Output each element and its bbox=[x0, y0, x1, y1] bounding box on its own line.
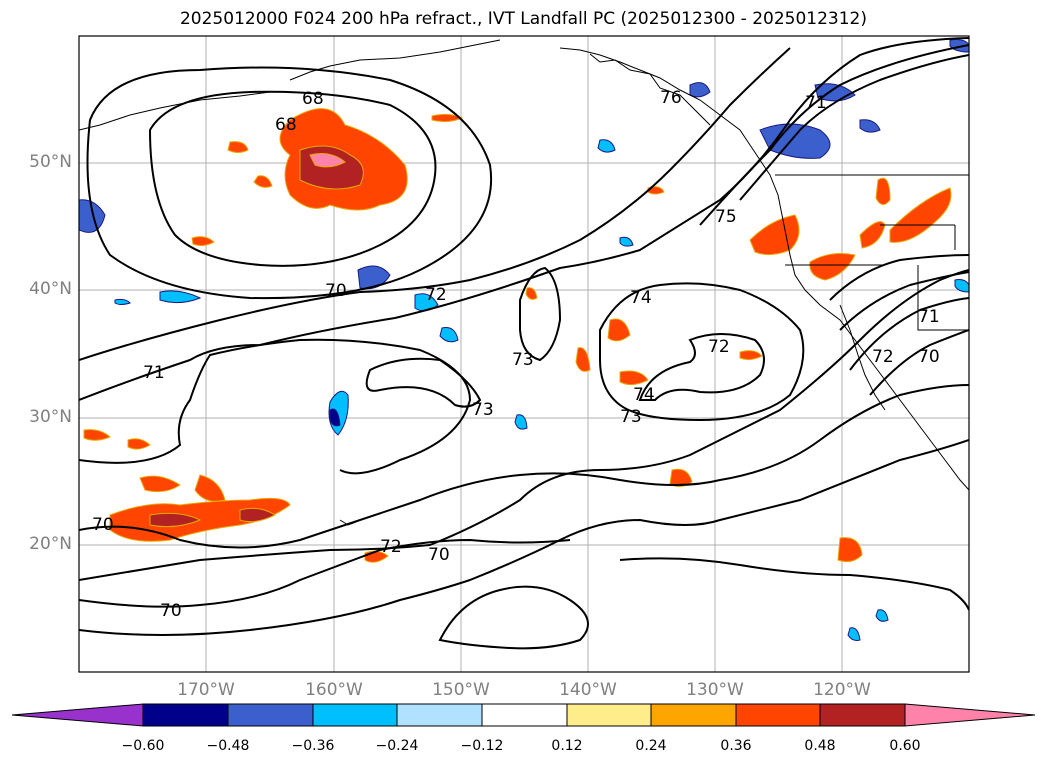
colorbar-swatch bbox=[227, 703, 314, 727]
contour-label: 70 bbox=[428, 545, 450, 565]
lon-label-160w: 160°W bbox=[305, 680, 363, 700]
colorbar-swatch bbox=[650, 703, 737, 727]
contour-label: 72 bbox=[425, 285, 447, 305]
contour-label: 72 bbox=[872, 347, 894, 367]
map-frame bbox=[78, 35, 970, 673]
lon-label-140w: 140°W bbox=[559, 680, 617, 700]
lat-label-40n: 40°N bbox=[29, 279, 72, 299]
contour-label: 73 bbox=[472, 400, 494, 420]
colorbar-tick: 0.12 bbox=[551, 738, 583, 754]
refractivity-contours bbox=[79, 37, 969, 650]
colorbar bbox=[11, 703, 1036, 727]
coastlines bbox=[79, 39, 969, 526]
colorbar-swatch bbox=[481, 703, 568, 727]
contour-label: 70 bbox=[325, 281, 347, 301]
contour-label: 74 bbox=[633, 385, 655, 405]
contour-label-group: 68 68 70 71 72 73 73 74 74 73 72 75 76 7… bbox=[92, 88, 940, 621]
lat-label-20n: 20°N bbox=[29, 534, 72, 554]
contour-label: 73 bbox=[512, 350, 534, 370]
colorbar-swatch bbox=[819, 703, 906, 727]
colorbar-tick: −0.60 bbox=[121, 738, 165, 754]
colorbar-swatch bbox=[396, 703, 483, 727]
contour-label: 70 bbox=[160, 601, 182, 621]
lat-label-30n: 30°N bbox=[29, 407, 72, 427]
colorbar-tick: −0.24 bbox=[375, 738, 419, 754]
contour-label: 68 bbox=[275, 115, 297, 135]
contour-label: 68 bbox=[302, 89, 324, 109]
contour-label: 71 bbox=[143, 363, 165, 383]
colorbar-tick: −0.12 bbox=[460, 738, 504, 754]
contour-label: 74 bbox=[630, 288, 652, 308]
colorbar-tick: 0.36 bbox=[720, 738, 752, 754]
ivt-negative-shading bbox=[79, 39, 969, 641]
colorbar-extend-low bbox=[11, 703, 144, 727]
colorbar-swatch bbox=[566, 703, 652, 727]
map-title: 2025012000 F024 200 hPa refract., IVT La… bbox=[179, 9, 867, 29]
colorbar-tick: −0.48 bbox=[206, 738, 250, 754]
colorbar-tick: −0.36 bbox=[291, 738, 335, 754]
lat-label-50n: 50°N bbox=[29, 152, 72, 172]
colorbar-tick: 0.60 bbox=[889, 738, 921, 754]
lon-label-120w: 120°W bbox=[813, 680, 871, 700]
contour-label: 72 bbox=[380, 537, 402, 557]
contour-label: 71 bbox=[805, 93, 827, 113]
colorbar-swatch bbox=[142, 703, 229, 727]
contour-label: 71 bbox=[918, 307, 940, 327]
colorbar-swatch bbox=[312, 703, 398, 727]
contour-label: 72 bbox=[708, 337, 730, 357]
contour-label: 75 bbox=[715, 207, 737, 227]
colorbar-extend-high bbox=[904, 703, 1036, 727]
colorbar-swatch bbox=[735, 703, 821, 727]
colorbar-tick: 0.48 bbox=[804, 738, 836, 754]
lon-label-170w: 170°W bbox=[177, 680, 235, 700]
lon-label-150w: 150°W bbox=[432, 680, 490, 700]
contour-label: 70 bbox=[918, 347, 940, 367]
contour-label: 73 bbox=[620, 407, 642, 427]
colorbar-tick: 0.24 bbox=[635, 738, 667, 754]
contour-label: 70 bbox=[92, 515, 114, 535]
contour-label: 76 bbox=[660, 88, 682, 108]
lon-label-130w: 130°W bbox=[686, 680, 744, 700]
ivt-positive-shading bbox=[83, 108, 952, 563]
